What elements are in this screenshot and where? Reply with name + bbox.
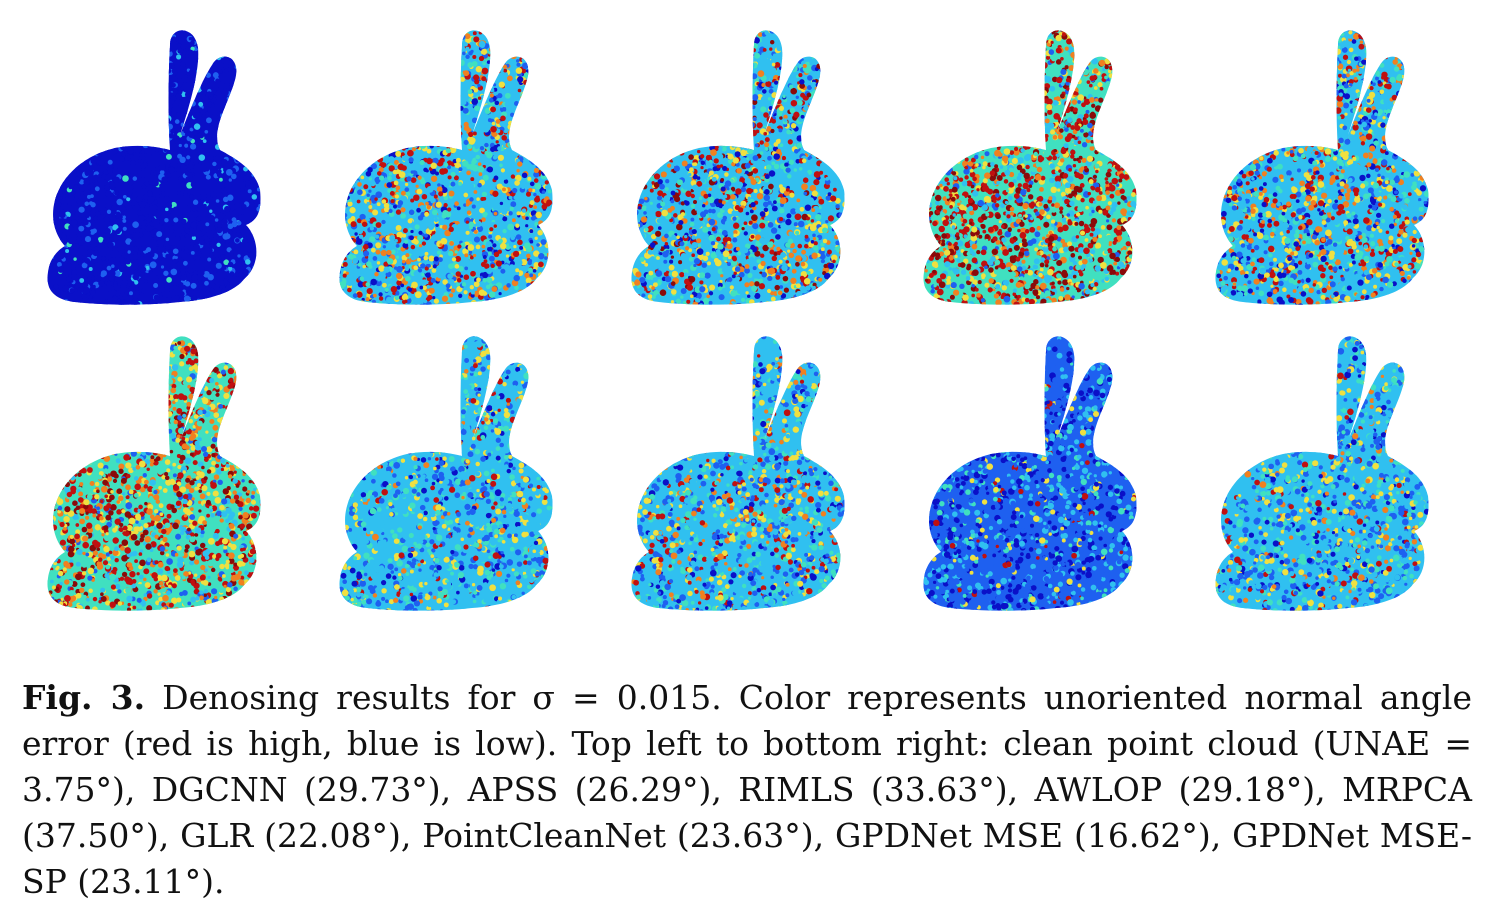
bunny-point-cloud	[631, 336, 845, 611]
bunny-point-cloud	[47, 336, 261, 611]
caption-text: Denosing results for σ = 0.015. Color re…	[22, 678, 1472, 901]
figure-caption: Fig. 3. Denosing results for σ = 0.015. …	[22, 675, 1472, 905]
figure-grid	[20, 10, 1480, 620]
bunny-panel-gpdnet-mse	[896, 316, 1186, 616]
bunny-point-cloud	[1215, 336, 1429, 611]
bunny-panel-rimls	[896, 10, 1186, 310]
bunny-panel-awlop	[1188, 10, 1478, 310]
bunny-point-cloud	[923, 336, 1137, 611]
bunny-point-cloud	[47, 30, 261, 305]
bunny-point-cloud	[631, 30, 845, 305]
bunny-panel-pointcleannet	[604, 316, 894, 616]
bunny-point-cloud	[1215, 30, 1429, 305]
bunny-panel-mrpca	[20, 316, 310, 616]
bunny-panel-apss	[604, 10, 894, 310]
bunny-point-cloud	[339, 30, 553, 305]
bunny-panel-gpdnet-mse-sp	[1188, 316, 1478, 616]
bunny-point-cloud	[339, 336, 553, 611]
bunny-point-cloud	[923, 30, 1137, 305]
point-samples	[1215, 30, 1429, 305]
bunny-panel-clean	[20, 10, 310, 310]
bunny-panel-glr	[312, 316, 602, 616]
bunny-panel-dgcnn	[312, 10, 602, 310]
figure-label: Fig. 3.	[22, 678, 145, 717]
